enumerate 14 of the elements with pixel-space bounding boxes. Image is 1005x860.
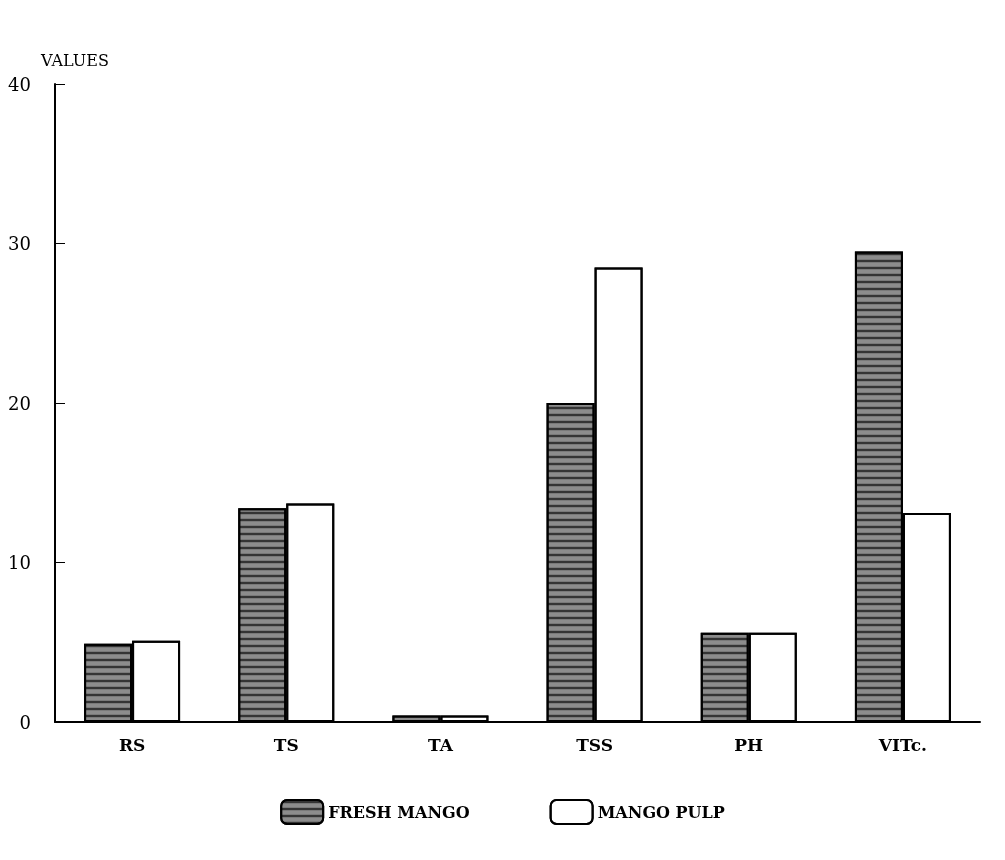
y-tick-label: 10 xyxy=(8,552,31,573)
y-tick-label: 40 xyxy=(8,73,31,95)
x-tick-label: TS xyxy=(273,734,299,755)
legend-label: MANGO PULP xyxy=(597,802,725,822)
x-tick-label: TA xyxy=(427,734,454,755)
y-tick-label: 0 xyxy=(19,711,31,733)
y-tick-label: 30 xyxy=(8,233,31,254)
y-axis-title: VALUES xyxy=(40,50,109,70)
y-tick-label: 20 xyxy=(8,392,31,414)
x-tick-label: VITc. xyxy=(877,734,927,755)
x-tick-label: PH xyxy=(734,734,764,755)
x-tick-label: RS xyxy=(118,734,146,755)
x-tick-label: TSS xyxy=(576,734,614,755)
legend-label: FRESH MANGO xyxy=(328,802,470,822)
